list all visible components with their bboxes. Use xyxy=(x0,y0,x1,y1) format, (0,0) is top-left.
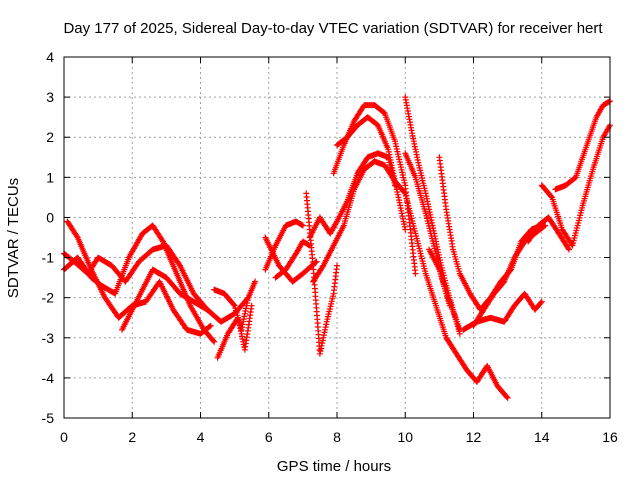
data-point-markers xyxy=(330,102,419,277)
data-point-markers xyxy=(552,98,613,193)
data-point-markers xyxy=(262,234,320,285)
y-tick-label: -3 xyxy=(42,330,55,346)
y-tick-label: 1 xyxy=(46,169,54,185)
series-track-t xyxy=(460,290,545,333)
series-track-a xyxy=(61,222,218,345)
data-point-markers xyxy=(426,246,463,333)
data-point-markers xyxy=(538,122,613,249)
series-track-i xyxy=(272,238,313,281)
x-tick-label: 12 xyxy=(466,429,482,445)
y-tick-label: 4 xyxy=(46,49,54,65)
x-tick-label: 4 xyxy=(197,429,205,445)
data-point-markers xyxy=(214,302,255,361)
y-tick-label: -2 xyxy=(42,290,55,306)
y-tick-label: 3 xyxy=(46,89,54,105)
series-track-n xyxy=(334,114,409,233)
y-tick-label: 2 xyxy=(46,129,54,145)
series-track-c xyxy=(64,218,214,337)
x-axis-label: GPS time / hours xyxy=(277,458,391,475)
x-tick-label: 14 xyxy=(534,429,550,445)
series-track-u xyxy=(538,122,613,249)
series-track-h xyxy=(262,234,320,285)
y-tick-label: -1 xyxy=(42,250,55,266)
data-point-markers xyxy=(272,238,313,281)
series-track-w xyxy=(525,214,572,253)
series-track-l xyxy=(310,158,511,401)
data-point-markers xyxy=(460,290,545,333)
series-track-r xyxy=(436,154,545,313)
data-point-markers xyxy=(334,114,409,233)
x-tick-label: 0 xyxy=(60,429,68,445)
series-track-j xyxy=(303,190,340,357)
y-axis-label: SDTVAR / TECUs xyxy=(5,178,22,298)
series-track-q xyxy=(426,246,463,333)
series-track-m xyxy=(330,102,419,277)
data-point-markers xyxy=(61,222,218,345)
x-tick-label: 10 xyxy=(397,429,413,445)
data-point-markers xyxy=(436,154,545,313)
y-tick-label: -5 xyxy=(42,410,55,426)
x-tick-label: 2 xyxy=(128,429,136,445)
x-tick-label: 8 xyxy=(333,429,341,445)
y-tick-label: -4 xyxy=(42,370,55,386)
data-point-markers xyxy=(64,218,214,337)
series-track-d xyxy=(119,266,252,333)
x-tick-label: 6 xyxy=(265,429,273,445)
chart-title: Day 177 of 2025, Sidereal Day-to-day VTE… xyxy=(63,20,603,37)
series-track-v xyxy=(552,98,613,193)
data-point-markers xyxy=(303,190,340,357)
data-point-markers xyxy=(310,158,511,401)
data-point-markers xyxy=(525,214,572,253)
data-point-markers xyxy=(119,266,252,333)
y-tick-label: 0 xyxy=(46,209,54,225)
series-track-f xyxy=(214,302,255,361)
x-tick-label: 16 xyxy=(602,429,618,445)
